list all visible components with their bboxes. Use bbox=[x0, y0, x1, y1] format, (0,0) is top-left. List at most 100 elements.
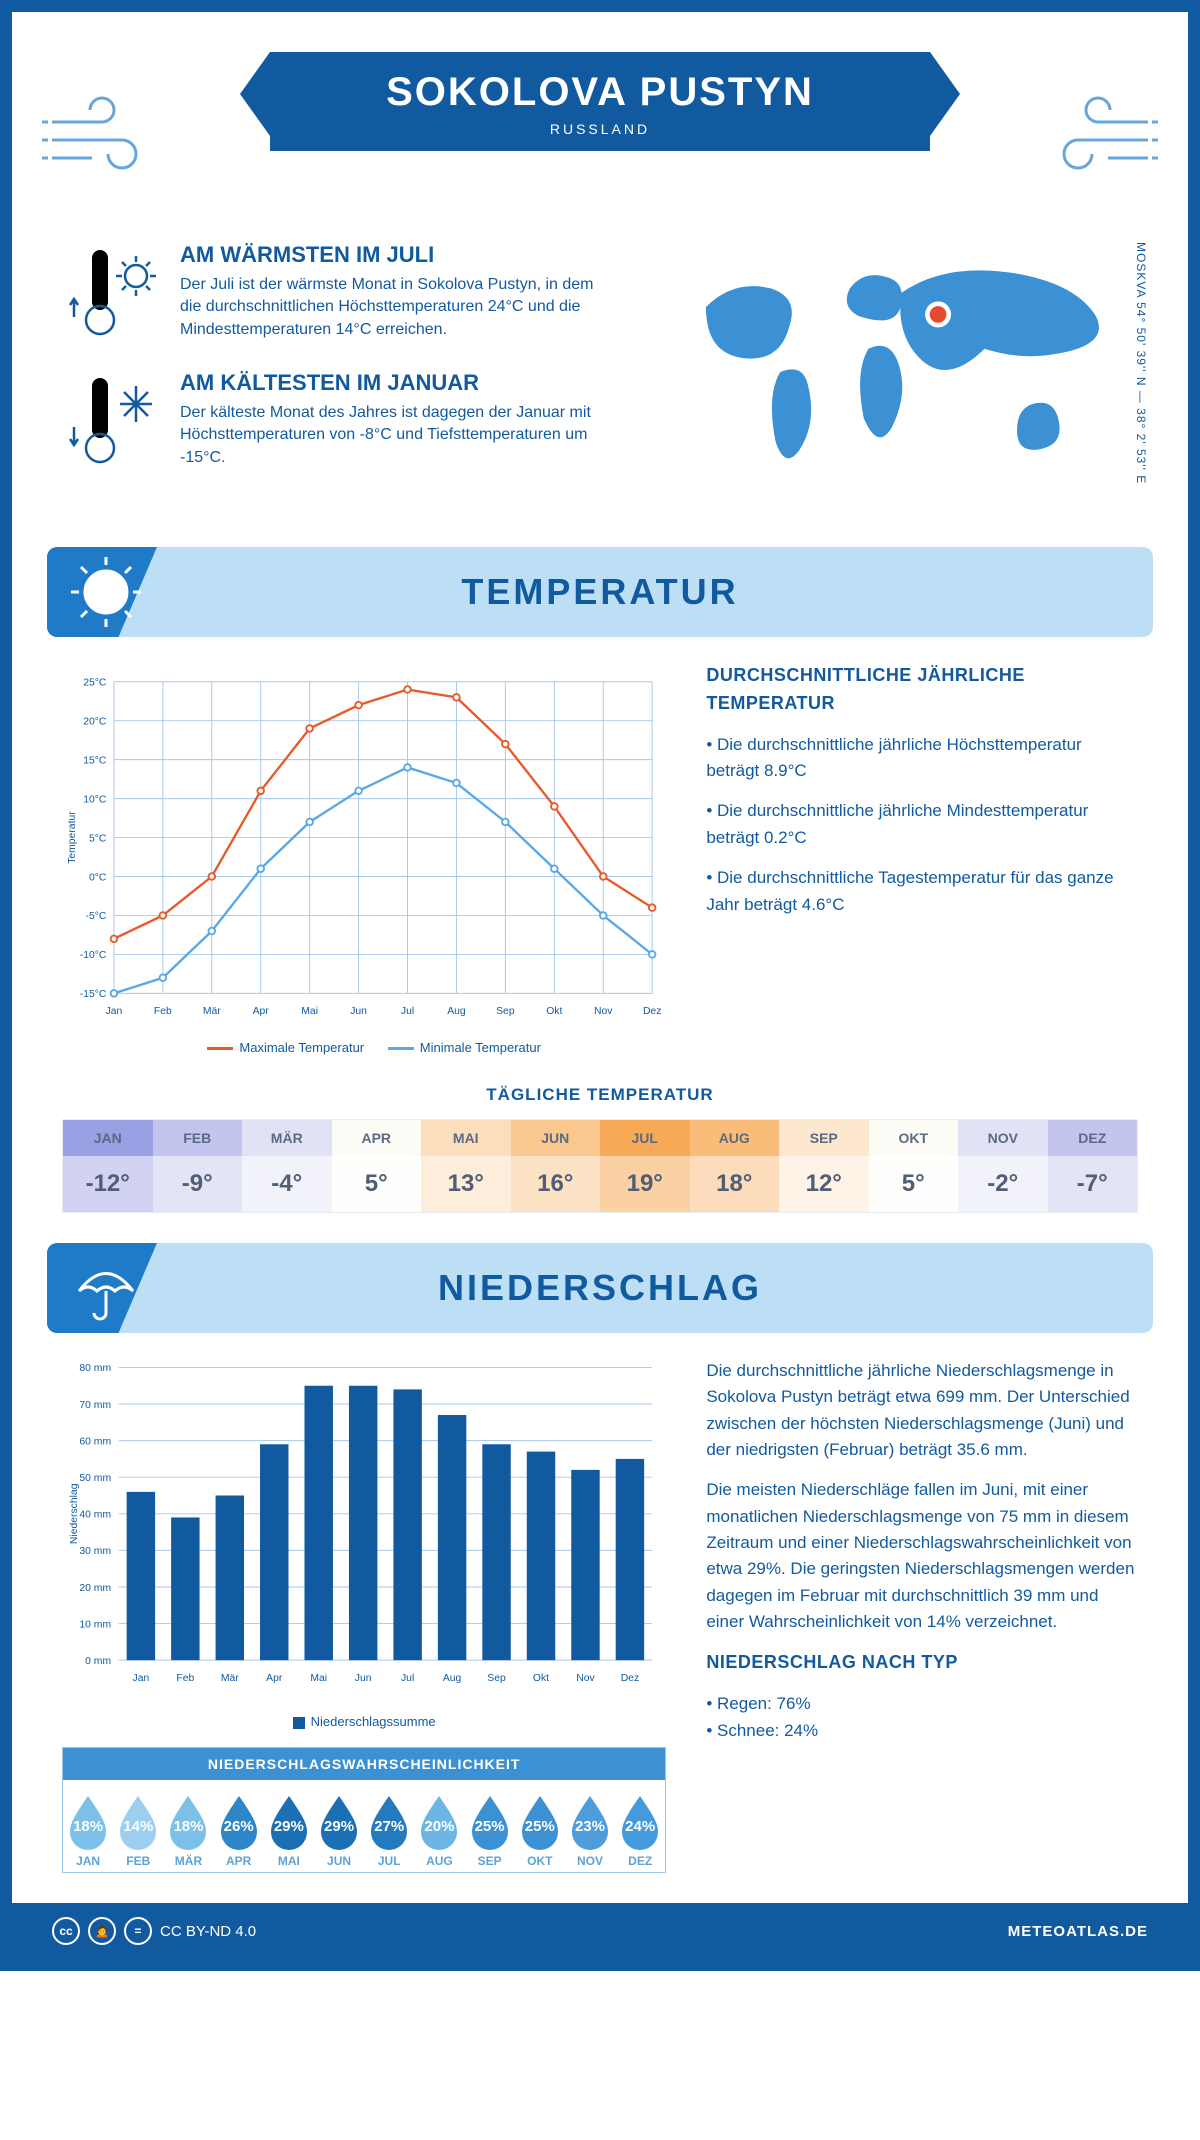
umbrella-icon bbox=[69, 1251, 143, 1325]
daily-temp-cell: APR 5° bbox=[332, 1120, 422, 1212]
prob-cell: 29% MAI bbox=[264, 1780, 314, 1872]
svg-text:Sep: Sep bbox=[496, 1006, 515, 1017]
svg-text:40 mm: 40 mm bbox=[79, 1510, 111, 1521]
wind-icon bbox=[42, 92, 157, 182]
precipitation-bar-chart: 0 mm 10 mm 20 mm 30 mm 40 mm 50 mm 60 mm 70 mm 8… bbox=[62, 1358, 666, 1708]
world-map: MOSKVA 54° 50' 39'' N — 38° 2' 53'' E bbox=[645, 242, 1138, 507]
wind-icon bbox=[1043, 92, 1158, 182]
warm-text: Der Juli ist der wärmste Monat in Sokolo… bbox=[180, 274, 605, 341]
svg-text:Mär: Mär bbox=[221, 1673, 239, 1684]
svg-text:0 mm: 0 mm bbox=[85, 1656, 111, 1667]
cold-callout: AM KÄLTESTEN IM JANUAR Der kälteste Mona… bbox=[62, 370, 605, 470]
svg-text:Mai: Mai bbox=[310, 1673, 327, 1684]
svg-text:Dez: Dez bbox=[621, 1673, 639, 1684]
svg-text:10 mm: 10 mm bbox=[79, 1619, 111, 1630]
svg-text:20°C: 20°C bbox=[83, 716, 107, 727]
precip-legend: Niederschlagssumme bbox=[62, 1714, 666, 1729]
svg-text:0°C: 0°C bbox=[89, 872, 107, 883]
svg-text:50 mm: 50 mm bbox=[79, 1473, 111, 1484]
page-title: SOKOLOVA PUSTYN bbox=[290, 70, 910, 115]
svg-text:Jun: Jun bbox=[355, 1673, 372, 1684]
svg-text:Nov: Nov bbox=[594, 1006, 613, 1017]
svg-text:Jan: Jan bbox=[106, 1006, 123, 1017]
cc-icon: cc bbox=[52, 1917, 80, 1945]
thermometer-cold-icon bbox=[62, 370, 162, 470]
prob-cell: 14% FEB bbox=[113, 1780, 163, 1872]
daily-temp-cell: SEP 12° bbox=[779, 1120, 869, 1212]
svg-text:Aug: Aug bbox=[443, 1673, 462, 1684]
cold-text: Der kälteste Monat des Jahres ist dagege… bbox=[180, 402, 605, 469]
svg-text:Jan: Jan bbox=[133, 1673, 150, 1684]
prob-cell: 29% JUN bbox=[314, 1780, 364, 1872]
coordinates: MOSKVA 54° 50' 39'' N — 38° 2' 53'' E bbox=[1134, 242, 1148, 484]
daily-temp-cell: FEB -9° bbox=[153, 1120, 243, 1212]
section-title: NIEDERSCHLAG bbox=[438, 1267, 762, 1309]
daily-temp-cell: AUG 18° bbox=[690, 1120, 780, 1212]
svg-text:Okt: Okt bbox=[546, 1006, 562, 1017]
warm-callout: AM WÄRMSTEN IM JULI Der Juli ist der wär… bbox=[62, 242, 605, 342]
precip-probability-table: NIEDERSCHLAGSWAHRSCHEINLICHKEIT 18% JAN … bbox=[62, 1747, 666, 1873]
daily-temp-cell: JUN 16° bbox=[511, 1120, 601, 1212]
daily-temp-cell: JAN -12° bbox=[63, 1120, 153, 1212]
precipitation-banner: NIEDERSCHLAG bbox=[47, 1243, 1153, 1333]
svg-text:-5°C: -5°C bbox=[86, 911, 107, 922]
by-icon: 🙍 bbox=[88, 1917, 116, 1945]
svg-text:10°C: 10°C bbox=[83, 794, 107, 805]
svg-text:15°C: 15°C bbox=[83, 755, 107, 766]
prob-cell: 20% AUG bbox=[414, 1780, 464, 1872]
daily-temp-cell: MAI 13° bbox=[421, 1120, 511, 1212]
header: SOKOLOVA PUSTYN RUSSLAND bbox=[12, 52, 1188, 222]
svg-text:Apr: Apr bbox=[266, 1673, 283, 1684]
prob-cell: 26% APR bbox=[214, 1780, 264, 1872]
svg-text:Temperatur: Temperatur bbox=[67, 811, 78, 864]
daily-temp-table: JAN -12° FEB -9° MÄR -4° APR 5° MAI 13° … bbox=[62, 1119, 1138, 1213]
daily-temp-cell: JUL 19° bbox=[600, 1120, 690, 1212]
svg-text:Feb: Feb bbox=[176, 1673, 194, 1684]
svg-text:Niederschlag: Niederschlag bbox=[69, 1483, 80, 1544]
svg-text:Mär: Mär bbox=[203, 1006, 221, 1017]
prob-cell: 25% OKT bbox=[515, 1780, 565, 1872]
daily-temp-cell: OKT 5° bbox=[869, 1120, 959, 1212]
footer: cc 🙍 = CC BY-ND 4.0 METEOATLAS.DE bbox=[12, 1903, 1188, 1959]
svg-text:Sep: Sep bbox=[487, 1673, 506, 1684]
svg-text:Jul: Jul bbox=[401, 1006, 414, 1017]
svg-text:Apr: Apr bbox=[253, 1006, 270, 1017]
prob-cell: 18% MÄR bbox=[163, 1780, 213, 1872]
svg-text:Aug: Aug bbox=[447, 1006, 466, 1017]
site-name: METEOATLAS.DE bbox=[1008, 1923, 1148, 1940]
daily-temp-cell: MÄR -4° bbox=[242, 1120, 332, 1212]
warm-title: AM WÄRMSTEN IM JULI bbox=[180, 242, 605, 268]
svg-text:-10°C: -10°C bbox=[80, 950, 107, 961]
temp-stats: DURCHSCHNITTLICHE JÄHRLICHE TEMPERATUR •… bbox=[706, 662, 1138, 1055]
svg-text:60 mm: 60 mm bbox=[79, 1436, 111, 1447]
precip-text: Die durchschnittliche jährliche Niedersc… bbox=[706, 1358, 1138, 1873]
svg-text:30 mm: 30 mm bbox=[79, 1546, 111, 1557]
country-label: RUSSLAND bbox=[290, 121, 910, 137]
svg-text:5°C: 5°C bbox=[89, 833, 107, 844]
prob-cell: 24% DEZ bbox=[615, 1780, 665, 1872]
svg-text:Jul: Jul bbox=[401, 1673, 414, 1684]
temperature-line-chart: -15°C -10°C -5°C 0°C 5°C 10°C 15°C 20°C 25°C Jan F… bbox=[62, 662, 666, 1032]
daily-temp-cell: DEZ -7° bbox=[1048, 1120, 1138, 1212]
svg-text:80 mm: 80 mm bbox=[79, 1363, 111, 1374]
daily-temp-cell: NOV -2° bbox=[958, 1120, 1048, 1212]
section-title: TEMPERATUR bbox=[461, 571, 738, 613]
sun-icon bbox=[69, 555, 143, 629]
prob-cell: 25% SEP bbox=[465, 1780, 515, 1872]
temperature-banner: TEMPERATUR bbox=[47, 547, 1153, 637]
svg-text:-15°C: -15°C bbox=[80, 989, 107, 1000]
svg-text:Jun: Jun bbox=[350, 1006, 367, 1017]
svg-text:Dez: Dez bbox=[643, 1006, 661, 1017]
svg-text:Feb: Feb bbox=[154, 1006, 172, 1017]
svg-text:Nov: Nov bbox=[576, 1673, 595, 1684]
prob-cell: 27% JUL bbox=[364, 1780, 414, 1872]
prob-cell: 18% JAN bbox=[63, 1780, 113, 1872]
svg-text:20 mm: 20 mm bbox=[79, 1583, 111, 1594]
svg-text:70 mm: 70 mm bbox=[79, 1400, 111, 1411]
svg-text:Mai: Mai bbox=[301, 1006, 318, 1017]
temp-legend: Maximale Temperatur Minimale Temperatur bbox=[62, 1040, 666, 1055]
svg-text:25°C: 25°C bbox=[83, 678, 107, 689]
daily-temp-title: TÄGLICHE TEMPERATUR bbox=[12, 1085, 1188, 1105]
prob-cell: 23% NOV bbox=[565, 1780, 615, 1872]
title-ribbon: SOKOLOVA PUSTYN RUSSLAND bbox=[270, 52, 930, 151]
